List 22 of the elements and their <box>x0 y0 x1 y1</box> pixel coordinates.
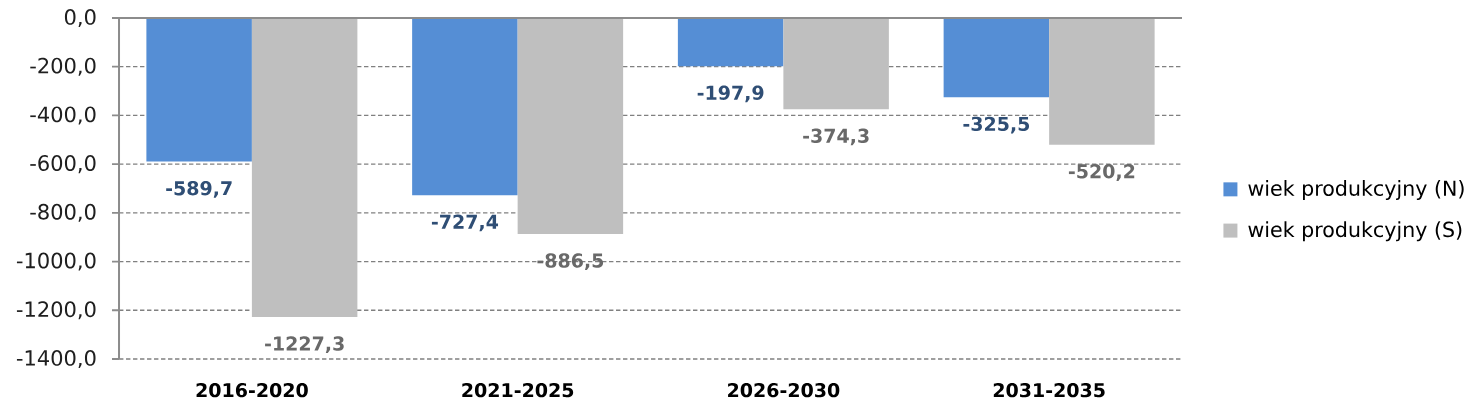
x-tick-label: 2031-2035 <box>993 382 1105 398</box>
y-tick-label: -600,0 <box>30 155 96 174</box>
data-label: -197,9 <box>697 85 764 103</box>
x-tick-label: 2021-2025 <box>462 382 574 398</box>
data-label: -520,2 <box>1068 164 1135 181</box>
y-tick-label: -200,0 <box>30 57 96 76</box>
data-label: -325,5 <box>963 116 1030 134</box>
data-label: -886,5 <box>537 253 604 271</box>
y-tick-label: -1000,0 <box>16 252 96 271</box>
y-tick-label: -400,0 <box>30 106 96 125</box>
y-tick-label: -1400,0 <box>16 349 96 368</box>
legend-label: wiek produkcyjny (N) <box>1248 180 1464 200</box>
y-tick-label: 0,0 <box>64 8 96 28</box>
data-label: -589,7 <box>166 181 232 198</box>
data-label: -1227,3 <box>265 336 344 354</box>
x-tick-label: 2026-2030 <box>728 382 840 398</box>
y-tick-label: -1200,0 <box>16 301 96 320</box>
y-tick-label: -800,0 <box>30 203 96 222</box>
data-label: -727,4 <box>431 214 499 232</box>
data-label: -374,3 <box>803 128 869 146</box>
x-tick-label: 2016-2020 <box>196 382 308 398</box>
legend-label: wiek produkcyjny (S) <box>1248 221 1462 242</box>
